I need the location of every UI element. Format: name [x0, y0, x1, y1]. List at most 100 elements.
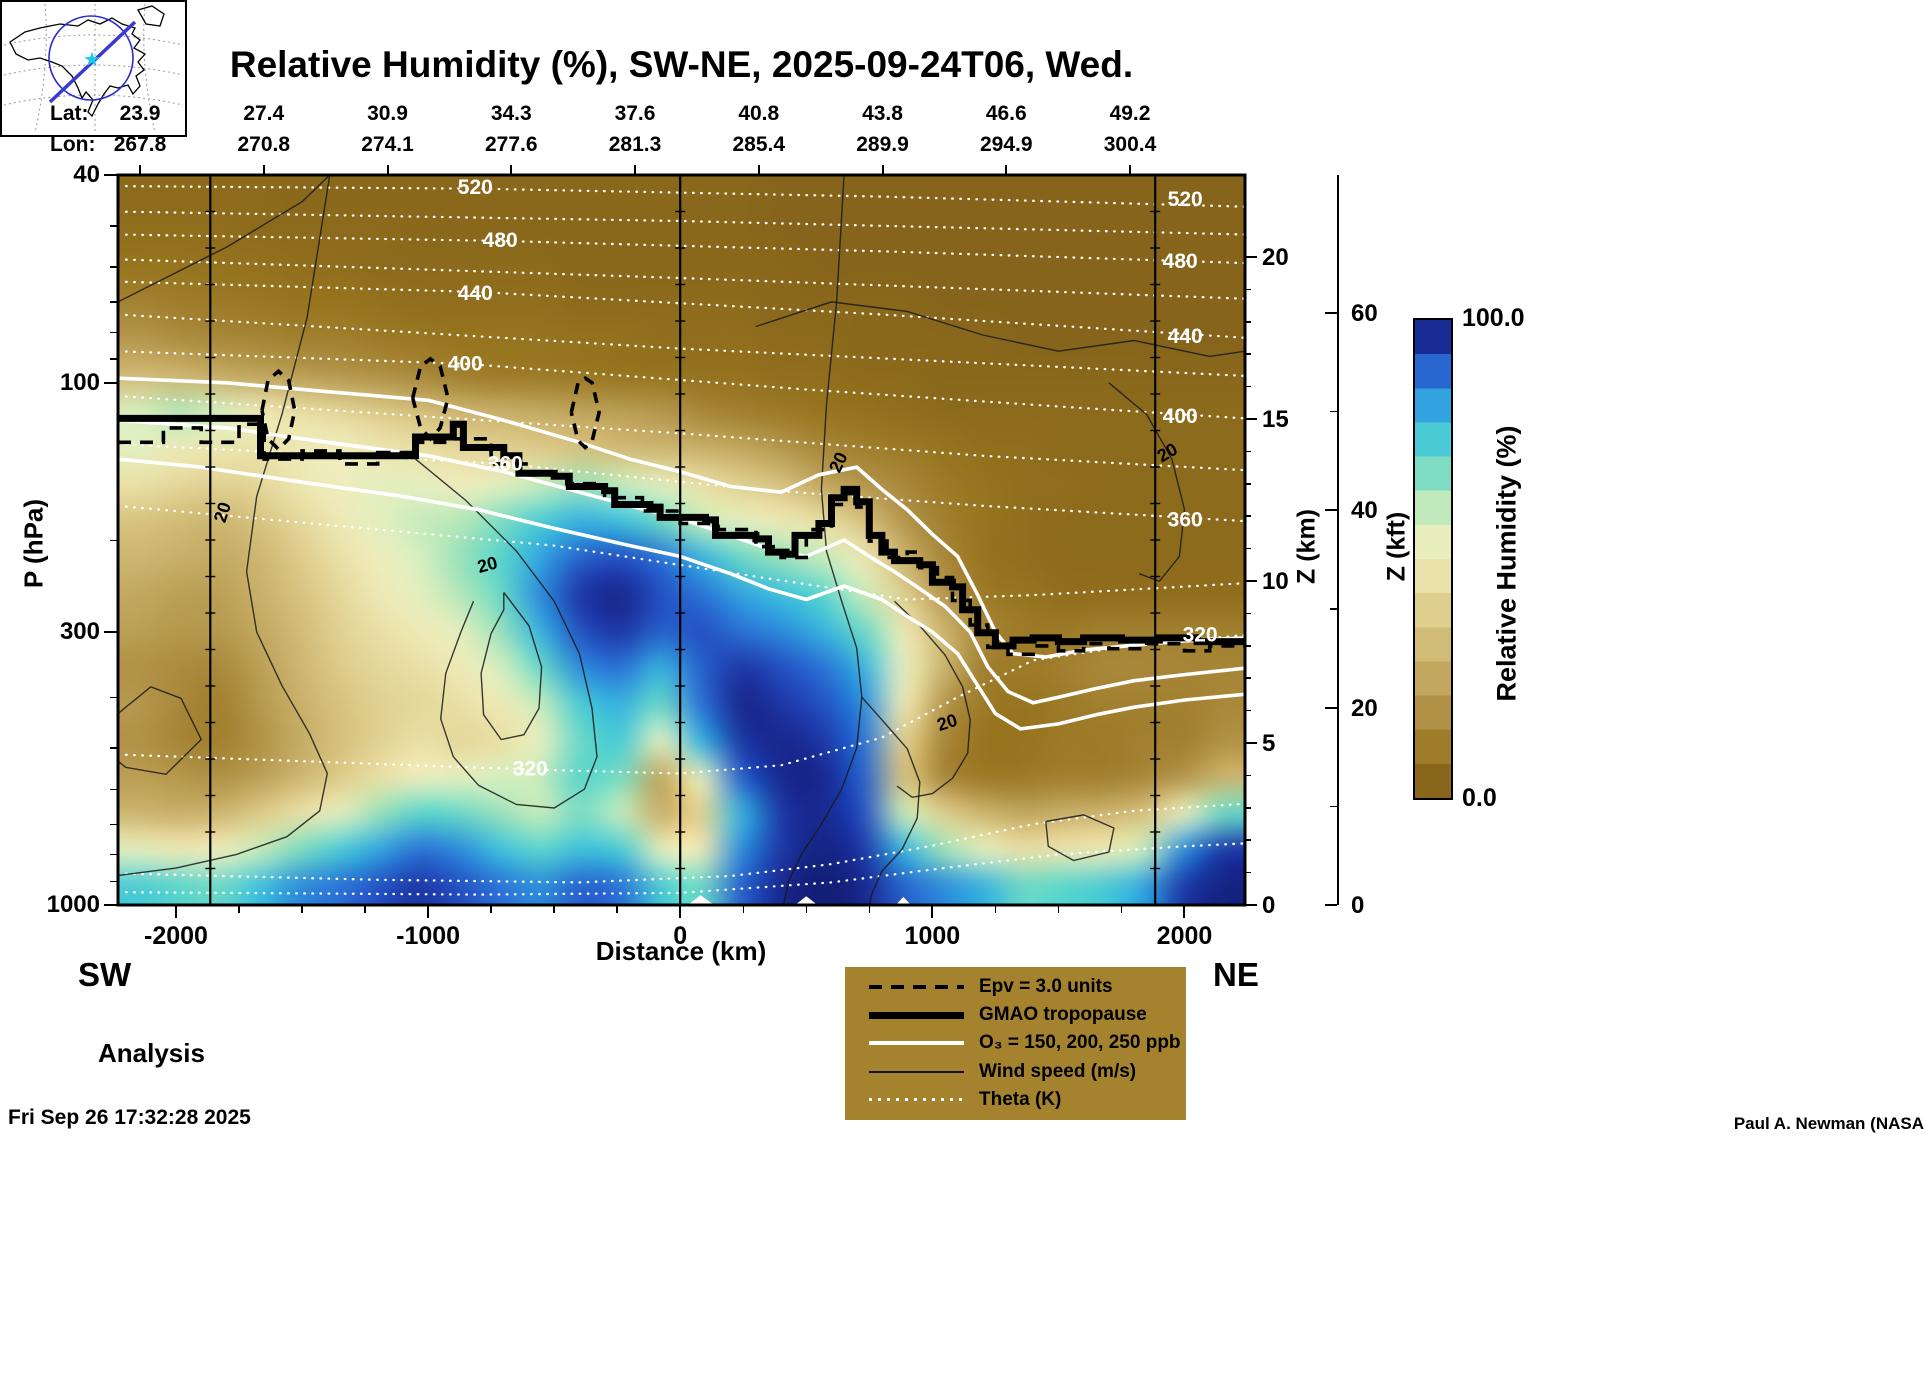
theta-contour	[118, 280, 1245, 339]
theta-contour-label: 400	[1163, 405, 1198, 428]
zkft-major-tick	[1325, 904, 1337, 906]
zkm-major-tick	[1245, 580, 1257, 583]
distance-major-tick	[679, 905, 682, 918]
ozone-contour	[118, 418, 1245, 705]
distance-tick-label: -1000	[396, 922, 461, 950]
zkft-major-tick	[1325, 311, 1337, 314]
distance-minor-tick	[742, 905, 745, 913]
lat-value: 30.9	[367, 102, 408, 125]
terrain-notch	[895, 896, 911, 905]
distance-minor-tick	[490, 905, 492, 913]
zkm-minor-tick	[1245, 677, 1251, 679]
zkm-major-tick	[1245, 256, 1257, 259]
distance-tick-label: 1000	[904, 922, 961, 950]
lat-value: 46.6	[985, 102, 1027, 125]
creation-timestamp: Fri Sep 26 17:32:28 2025	[8, 1106, 251, 1129]
zkm-minor-tick	[1245, 709, 1251, 712]
tropopause-line	[118, 414, 1245, 650]
lat-value: 37.6	[614, 102, 656, 125]
pressure-axis-title: P (hPa)	[18, 498, 49, 589]
latlon-tick	[139, 165, 141, 175]
zkft-tick-label: 60	[1351, 299, 1378, 327]
plot-border	[116, 173, 1247, 907]
tropopause-line-sample	[869, 1011, 964, 1019]
ne-endpoint-label: NE	[1213, 956, 1259, 993]
zkm-major-tick	[1245, 742, 1257, 744]
distance-axis-title: Distance (km)	[595, 936, 767, 966]
lat-value: 49.2	[1109, 102, 1151, 125]
zkm-minor-tick	[1245, 547, 1251, 550]
lat-axis-label: Lat:	[50, 102, 89, 125]
theta-contour	[118, 233, 1245, 265]
pressure-minor-tick	[110, 696, 118, 699]
wind-line-sample	[869, 1070, 964, 1073]
theta-contour	[118, 210, 1245, 236]
pressure-tick-label: 1000	[46, 891, 100, 918]
zkm-minor-tick	[1245, 288, 1251, 291]
distance-major-tick	[931, 905, 934, 918]
lon-value: 289.9	[856, 133, 909, 156]
zkft-major-tick	[1325, 509, 1337, 511]
distance-minor-tick	[1057, 905, 1060, 913]
lat-value: 43.8	[862, 102, 903, 125]
theta-contour-label: 320	[513, 758, 548, 781]
zkm-tick-label: 15	[1262, 406, 1289, 434]
pressure-minor-tick	[110, 331, 118, 334]
wind-speed-contour	[894, 600, 971, 799]
zkm-minor-tick	[1245, 839, 1251, 841]
latlon-tick	[757, 165, 760, 175]
map-transect-line	[48, 20, 137, 104]
zkft-minor-tick	[1330, 805, 1337, 807]
map-center-star-icon: ★	[83, 49, 101, 71]
legend-label-tropopause: GMAO tropopause	[979, 1004, 1147, 1026]
distance-tick-label: 0	[673, 922, 688, 950]
theta-contour-label: 320	[1183, 624, 1218, 647]
pressure-minor-tick	[110, 788, 118, 791]
wind-speed-contour	[755, 301, 1245, 358]
lon-axis-label: Lon:	[50, 133, 96, 156]
zkm-major-tick	[1245, 904, 1257, 906]
pressure-minor-tick	[110, 225, 118, 227]
distance-minor-tick	[805, 905, 808, 913]
zkft-major-tick	[1325, 706, 1337, 709]
distance-minor-tick	[616, 905, 618, 913]
zkft-tick-label: 0	[1351, 892, 1365, 919]
zkm-major-tick	[1245, 418, 1257, 421]
theta-contour-label: 480	[1163, 250, 1198, 273]
colorbar-max-label: 100.0	[1462, 304, 1525, 332]
zkm-minor-tick	[1245, 645, 1251, 647]
zkft-minor-tick	[1330, 608, 1337, 610]
legend-label-wind: Wind speed (m/s)	[979, 1060, 1137, 1082]
pressure-major-tick	[104, 174, 118, 176]
theta-line-sample	[869, 1098, 964, 1102]
wind-speed-contour	[118, 175, 331, 877]
pressure-minor-tick	[110, 880, 118, 883]
zkm-minor-tick	[1245, 353, 1251, 355]
zkm-tick-label: 20	[1262, 244, 1289, 272]
zkm-minor-tick	[1245, 515, 1251, 517]
wind-speed-contour	[1045, 814, 1115, 862]
theta-contour-label: 400	[448, 352, 483, 375]
wind-speed-contour	[118, 175, 331, 303]
latlon-tick	[634, 165, 636, 175]
epv-loop	[260, 368, 297, 452]
zkft-tick-label: 20	[1351, 694, 1378, 722]
pressure-minor-tick	[110, 853, 118, 856]
legend: Epv = 3.0 units GMAO tropopause O₃ = 150…	[845, 967, 1186, 1120]
zkm-minor-tick	[1245, 321, 1251, 323]
theta-contour-label: 360	[1168, 508, 1203, 531]
zkm-minor-tick	[1245, 483, 1251, 485]
zkm-tick-label: 10	[1262, 568, 1289, 596]
ozone-contour	[118, 376, 1245, 659]
wind-speed-contour	[782, 175, 863, 905]
legend-row-wind: Wind speed (m/s)	[845, 1061, 1186, 1083]
theta-contour	[118, 350, 1245, 420]
distance-minor-tick	[301, 905, 303, 913]
ozone-line-sample	[869, 1041, 964, 1046]
pressure-tick-label: 40	[73, 161, 100, 188]
theta-contour-label: 440	[1168, 325, 1203, 348]
lon-value: 281.3	[608, 133, 662, 156]
colorbar-min-label: 0.0	[1462, 784, 1497, 812]
pressure-minor-tick	[110, 823, 118, 826]
zkm-tick-label: 0	[1262, 892, 1276, 919]
